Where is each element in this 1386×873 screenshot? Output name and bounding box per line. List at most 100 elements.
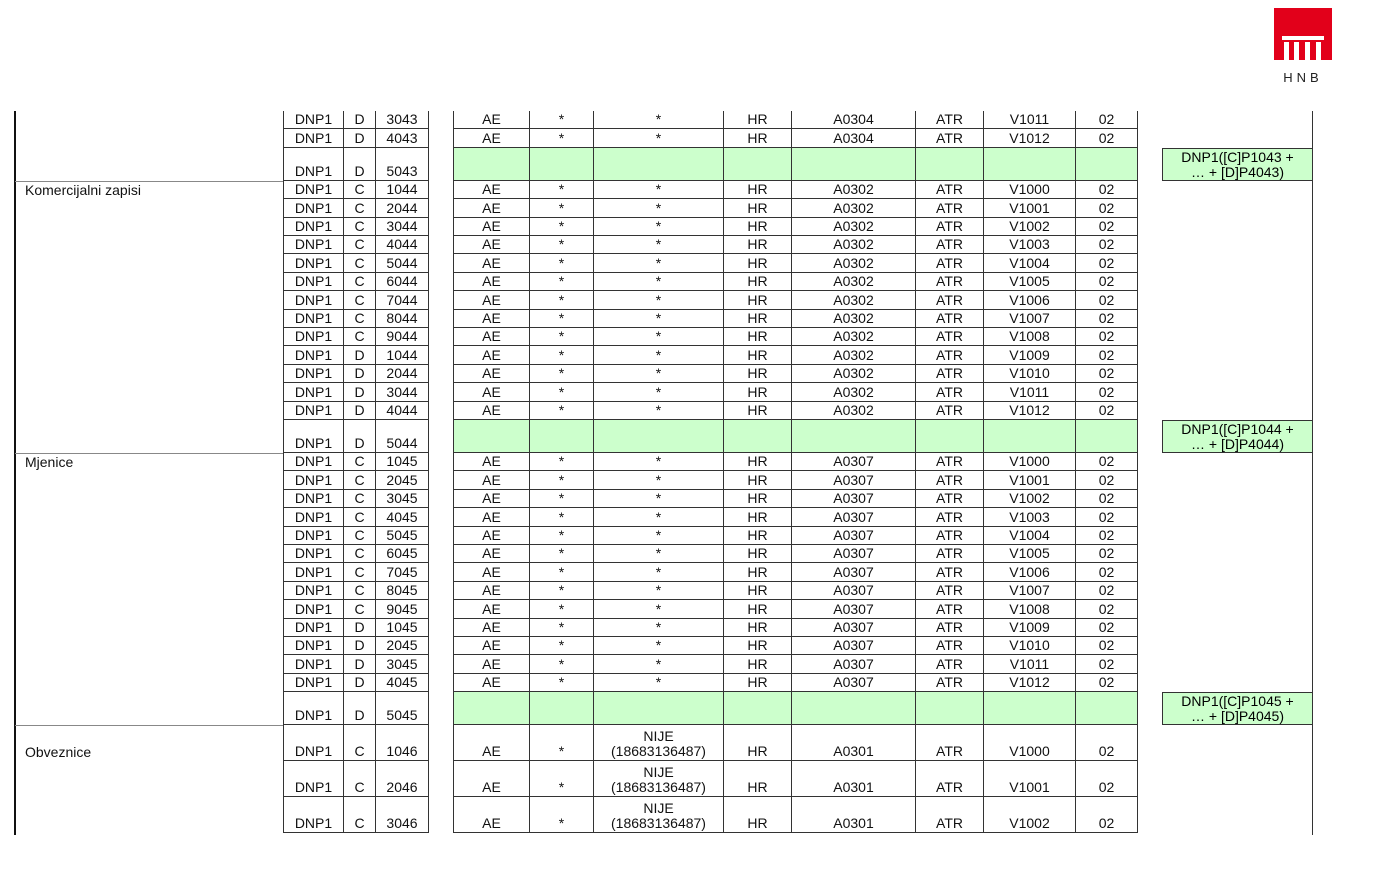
cell-type: C [343,526,375,545]
cell-num: 02 [1075,581,1138,601]
cell-star2: * [593,217,723,236]
cell-type: D [343,383,375,402]
formula-line: DNP1([C]P1044 + [1181,421,1294,437]
cell-form: DNP1 [283,563,343,582]
cell-type: D [343,111,375,130]
cell-code: 2044 [375,364,429,384]
cell-code: 5044 [375,420,429,453]
cell-country: HR [723,581,791,601]
cell-atr: ATR [915,346,983,365]
cell-country: HR [723,725,791,762]
cell-ae: AE [453,309,529,328]
cell-star1 [529,147,593,181]
cell-code: 7044 [375,291,429,310]
cell-code: 1044 [375,346,429,365]
cell-code: 3045 [375,489,429,509]
cell-star1: * [529,453,593,472]
cell-v-code: V1007 [983,309,1075,328]
cell-code: 4045 [375,508,429,527]
cell-star2: * [593,489,723,509]
cell-star1: * [529,309,593,328]
cell-form: DNP1 [283,272,343,292]
cell-type: C [343,563,375,582]
cell-num: 02 [1075,761,1138,798]
cell-v-code: V1002 [983,217,1075,236]
cell-account: A0304 [791,129,915,148]
cell-num: 02 [1075,489,1138,509]
cell-star2: * [593,453,723,472]
cell-ae: AE [453,563,529,582]
cell-num [1075,147,1138,181]
cell-v-code: V1003 [983,236,1075,255]
cell-code: 3043 [375,111,429,130]
cell-v-code: V1011 [983,383,1075,402]
cell-num: 02 [1075,272,1138,292]
cell-code: 2045 [375,637,429,656]
formula-line: DNP1([C]P1045 + [1181,693,1294,710]
cell-form: DNP1 [283,797,343,834]
cell-v-code [983,420,1075,453]
sum-formula: DNP1([C]P1043 +… + [D]P4043) [1162,147,1313,181]
cell-form: DNP1 [283,420,343,453]
cell-country: HR [723,563,791,582]
cell-account: A0302 [791,364,915,384]
formula-line: … + [D]P4043) [1191,163,1284,180]
cell-ae: AE [453,581,529,601]
cell-account [791,692,915,726]
cell-atr: ATR [915,272,983,292]
cell-ae: AE [453,761,529,798]
cell-account [791,420,915,453]
cell-code: 3045 [375,655,429,674]
cell-country: HR [723,309,791,328]
cell-star2: * [593,129,723,148]
cell-atr: ATR [915,508,983,527]
cell-star1: * [529,383,593,402]
cell-country: HR [723,673,791,693]
cell-v-code: V1004 [983,254,1075,273]
group-label [15,111,283,129]
cell-star2: * [593,637,723,656]
cell-account: A0307 [791,600,915,619]
cell-form: DNP1 [283,600,343,619]
cell-v-code: V1006 [983,563,1075,582]
cell-num: 02 [1075,346,1138,365]
cell-form: DNP1 [283,725,343,762]
cell-account: A0307 [791,655,915,674]
cell-atr: ATR [915,217,983,236]
cell-num: 02 [1075,797,1138,834]
cell-ae: AE [453,637,529,656]
cell-country: HR [723,637,791,656]
cell-type: D [343,401,375,420]
cell-atr: ATR [915,328,983,347]
cell-ae: AE [453,180,529,200]
cell-type: D [343,420,375,453]
cell-star2: * [593,364,723,384]
hnb-logo: HNB [1274,8,1332,84]
cell-form: DNP1 [283,346,343,365]
cell-num: 02 [1075,526,1138,545]
cell-ae: AE [453,618,529,637]
cell-account: A0302 [791,328,915,347]
cell-star1: * [529,254,593,273]
cell-form: DNP1 [283,489,343,509]
cell-v-code: V1004 [983,526,1075,545]
cell-account: A0301 [791,797,915,834]
cell-country: HR [723,254,791,273]
cell-atr: ATR [915,471,983,490]
cell-form: DNP1 [283,236,343,255]
cell-v-code: V1005 [983,545,1075,564]
cell-type: C [343,761,375,798]
cell-v-code: V1003 [983,508,1075,527]
cell-num: 02 [1075,217,1138,236]
cell-type: C [343,217,375,236]
cell-atr: ATR [915,180,983,200]
cell-country: HR [723,401,791,420]
cell-account: A0301 [791,725,915,762]
svg-text:HNB: HNB [1283,70,1322,84]
cell-type: C [343,199,375,218]
cell-type: D [343,364,375,384]
cell-account: A0302 [791,291,915,310]
cell-ae: AE [453,453,529,472]
cell-code: 5044 [375,254,429,273]
cell-type: D [343,655,375,674]
